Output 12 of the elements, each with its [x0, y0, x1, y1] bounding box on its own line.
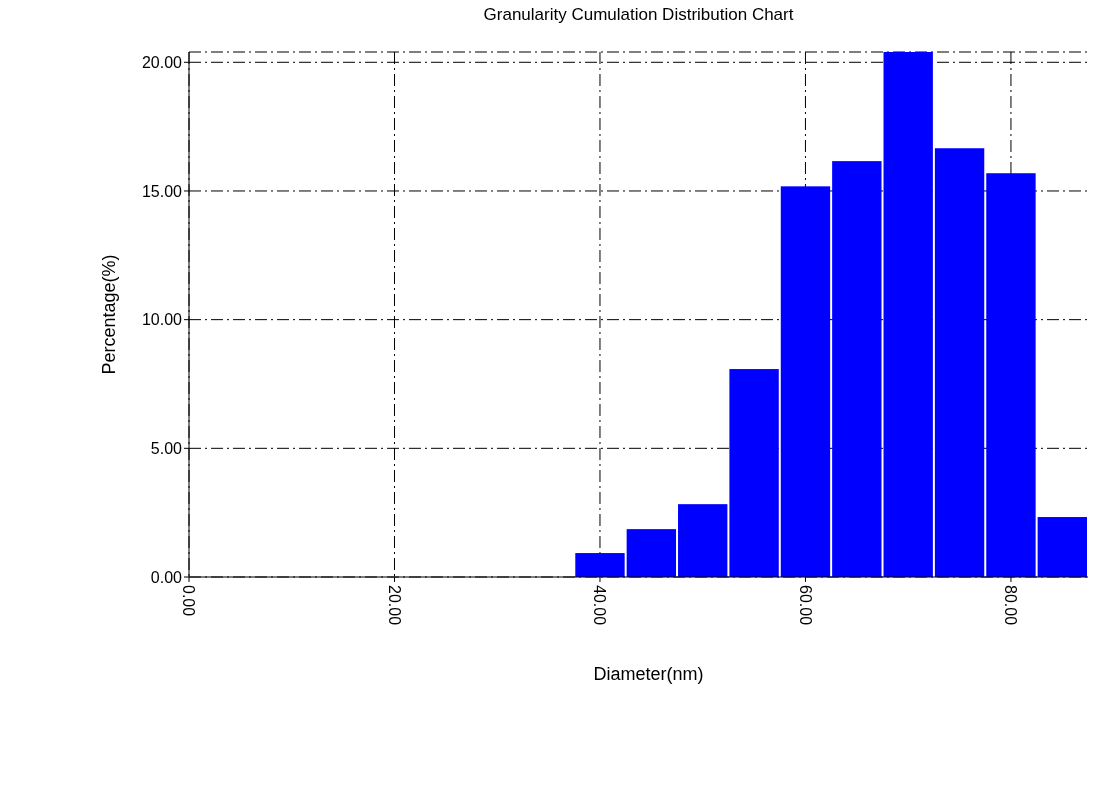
y-axis-title: Percentage(%)	[99, 254, 119, 375]
y-tick-label: 15.00	[141, 182, 183, 200]
x-tick-label: 40.00	[591, 585, 609, 626]
y-tick-label: 20.00	[141, 53, 183, 71]
x-tick-label: 20.00	[385, 585, 403, 626]
y-tick-label: 5.00	[150, 439, 183, 457]
chart-title: Granularity Cumulation Distribution Chart	[483, 5, 794, 24]
x-tick-label: 60.00	[796, 585, 814, 626]
x-axis-title: Diameter(nm)	[593, 664, 704, 684]
y-tick-label: 10.00	[141, 311, 183, 329]
x-tick-label: 80.00	[1002, 585, 1020, 626]
y-tick-label: 0.00	[150, 568, 183, 586]
